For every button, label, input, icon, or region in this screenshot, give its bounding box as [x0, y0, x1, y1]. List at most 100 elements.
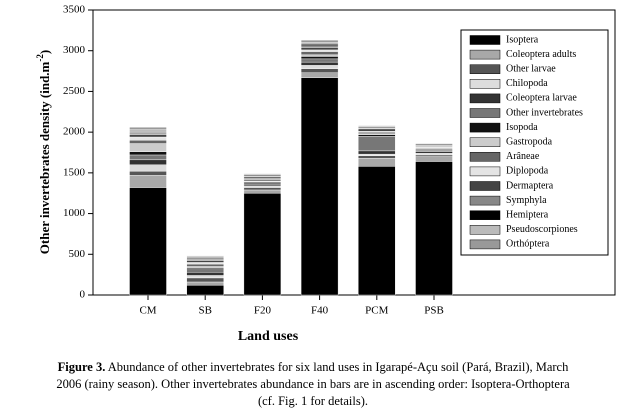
y-label-part: Other invertebrates density (ind.m — [37, 61, 52, 254]
legend-label: Gastropoda — [506, 136, 553, 147]
y-tick-label: 500 — [69, 248, 86, 260]
caption-line: 2006 (rainy season). Other invertebrates… — [56, 377, 570, 391]
bar-segment — [129, 132, 167, 135]
bar-segment — [186, 262, 224, 265]
bar-segment — [129, 134, 167, 138]
bar-segment — [358, 131, 396, 134]
bar-segment — [243, 184, 282, 187]
legend-swatch — [469, 195, 501, 206]
bar-segment — [300, 72, 339, 78]
bar-segment — [129, 127, 167, 130]
bar-segment — [300, 51, 339, 55]
bar-segment — [186, 258, 224, 261]
caption-text: Abundance of other invertebrates for six… — [105, 360, 569, 374]
bar-segment — [129, 143, 167, 152]
plot-frame — [92, 9, 616, 296]
legend-swatch — [469, 122, 501, 133]
bar-segment — [129, 151, 167, 156]
legend-label: Isoptera — [506, 34, 539, 45]
bar-segment — [358, 150, 396, 155]
x-tick-label: PCM — [365, 305, 388, 317]
bar-segment — [358, 157, 396, 167]
bar-segment — [300, 49, 339, 52]
x-axis-label: Land uses — [238, 329, 299, 344]
legend-swatch — [469, 239, 501, 250]
bar-segment — [129, 140, 167, 144]
bar-segment — [358, 153, 396, 156]
bar-segment — [186, 277, 224, 283]
legend-swatch — [469, 225, 501, 235]
bar-segment — [415, 156, 453, 162]
legend-swatch — [469, 49, 501, 60]
y-tick-label: 2000 — [63, 126, 86, 138]
bar-segment — [358, 128, 396, 132]
bar-segment — [186, 267, 224, 270]
bar-segment — [300, 56, 339, 60]
legend-swatch — [469, 166, 501, 177]
caption-line: Figure 3. Abundance of other invertebrat… — [58, 360, 569, 374]
y-axis-label: Other invertebrates density (ind.m-2) — [35, 50, 52, 254]
bar-segment — [129, 129, 167, 133]
bar-segment — [300, 61, 339, 66]
legend-swatch — [469, 137, 501, 147]
legend-swatch — [469, 64, 501, 74]
bar-segment — [186, 269, 224, 273]
bar-segment — [243, 193, 282, 296]
legend-label: Isopoda — [506, 122, 538, 133]
bar-segment — [186, 266, 224, 269]
bar-segment — [358, 136, 396, 152]
bar-segment — [129, 187, 167, 296]
legend-swatch — [469, 210, 501, 220]
bar-segment — [358, 166, 396, 296]
x-tick-label: SB — [198, 305, 211, 317]
legend-label: Other larvae — [506, 63, 556, 74]
legend-label: Chilopoda — [506, 78, 548, 89]
bar-segment — [186, 281, 224, 286]
legend-label: Symphyla — [506, 195, 547, 206]
legend-swatch — [469, 79, 501, 89]
legend-label: Hemiptera — [506, 209, 549, 220]
bar-segment — [300, 58, 339, 63]
bar-segment — [186, 272, 224, 276]
bar-segment — [300, 68, 339, 73]
legend-label: Dermaptera — [506, 180, 554, 191]
bar-segment — [415, 153, 453, 156]
bar-segment — [300, 65, 339, 69]
bar-segment — [300, 39, 339, 43]
bar-segment — [415, 149, 453, 152]
x-tick-label: PSB — [424, 305, 444, 317]
x-tick-label: CM — [139, 305, 156, 317]
bar-segment — [129, 136, 167, 141]
y-label-part: ) — [37, 50, 52, 54]
bar-segment — [129, 175, 167, 188]
y-tick-label: 2500 — [63, 85, 86, 97]
bar-segment — [300, 54, 339, 57]
bar-segment — [358, 155, 396, 159]
bar-segment — [243, 185, 282, 188]
bar-segment — [300, 45, 339, 48]
legend-swatch — [469, 93, 501, 104]
caption-label: Figure 3. — [58, 360, 106, 374]
legend-label: Diplopoda — [506, 166, 549, 177]
bar-segment — [243, 179, 282, 182]
bar-segment — [186, 275, 224, 279]
y-tick-label: 3500 — [63, 4, 86, 16]
bar-segment — [415, 161, 453, 296]
y-tick-label: 3000 — [63, 44, 86, 56]
legend-swatch — [469, 152, 501, 162]
bar-segment — [186, 285, 224, 296]
bar-segment — [129, 159, 167, 165]
bar-segment — [186, 263, 224, 267]
bar-segment — [358, 125, 396, 127]
bar-segment — [300, 42, 339, 45]
legend-label: Orthóptera — [506, 239, 550, 250]
legend-swatch — [469, 108, 501, 118]
legend-swatch — [469, 181, 501, 191]
legend-label: Other invertebrates — [506, 107, 583, 118]
bar-segment — [243, 187, 282, 191]
x-tick-label: F40 — [311, 305, 329, 317]
y-tick-label: 1500 — [63, 166, 86, 178]
bar-segment — [243, 176, 282, 179]
y-tick-label: 1000 — [63, 207, 86, 219]
